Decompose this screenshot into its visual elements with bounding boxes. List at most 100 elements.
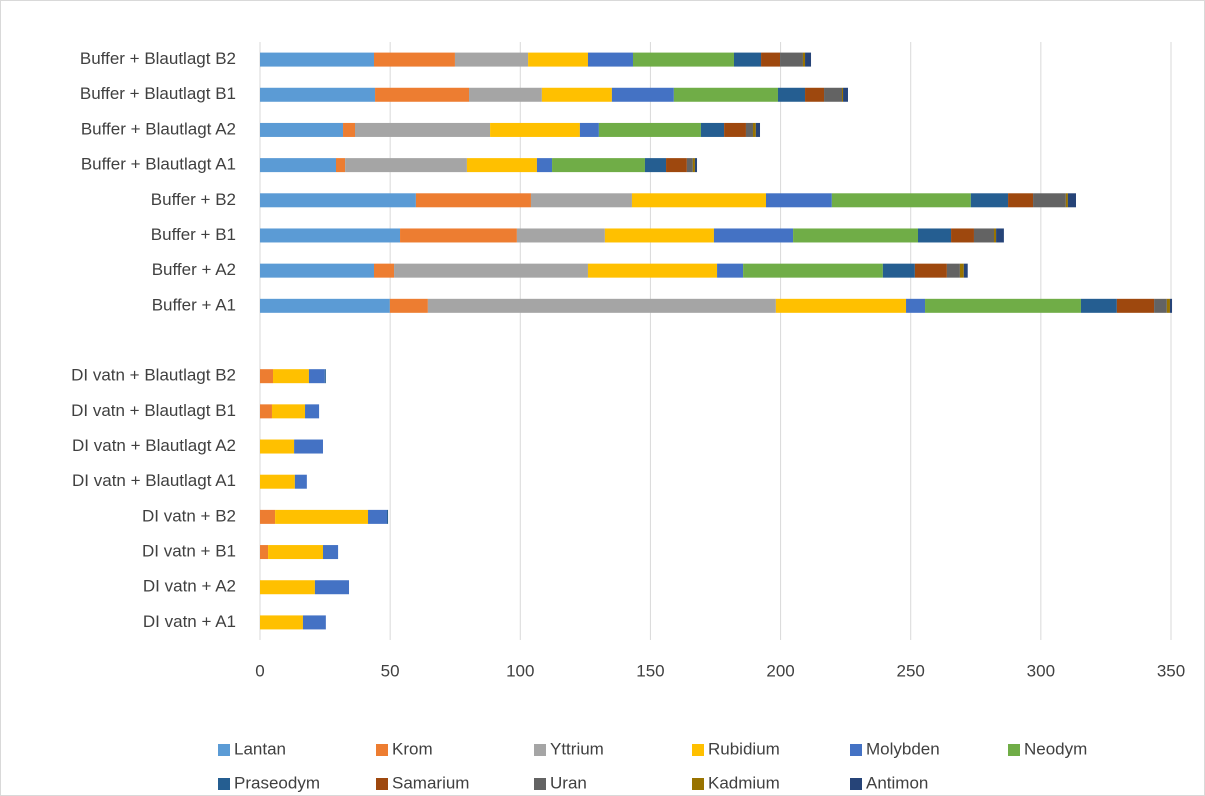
bar-segment (780, 52, 803, 67)
bar-segment (260, 263, 375, 278)
y-tick-label: Buffer + Blautlagt A2 (81, 119, 236, 138)
bar-segment (692, 158, 695, 173)
bar-segment (1169, 298, 1173, 313)
x-tick-label: 350 (1157, 661, 1185, 680)
bar-segment (308, 369, 325, 384)
bar-segment (802, 52, 806, 67)
bar-segment (1080, 298, 1117, 313)
bar-segment (271, 404, 306, 419)
bar-segment (343, 122, 356, 137)
bar-segment (717, 263, 744, 278)
bar-segment (528, 52, 588, 67)
bar-segment (765, 193, 832, 208)
bar-segment (1033, 193, 1066, 208)
bar-segment (1166, 298, 1170, 313)
bar-segment (260, 87, 376, 102)
y-tick-label: Buffer + Blautlagt B1 (80, 84, 236, 103)
bar-segment (375, 87, 470, 102)
legend-label: Molybden (866, 739, 940, 758)
y-tick-label: DI vatn + Blautlagt B2 (71, 366, 236, 385)
legend-swatch (218, 778, 230, 790)
y-tick-label: Buffer + Blautlagt B2 (80, 49, 236, 68)
legend-label: Antimon (866, 773, 928, 792)
bar-segment (1154, 298, 1167, 313)
bar-segment (686, 158, 693, 173)
bar-segment (841, 87, 844, 102)
x-tick-label: 50 (381, 661, 400, 680)
x-tick-label: 0 (255, 661, 264, 680)
bar-segment (755, 122, 761, 137)
bar-segment (260, 615, 303, 630)
bar-segment (831, 193, 971, 208)
legend-swatch (534, 778, 546, 790)
bar-segment (268, 545, 323, 560)
bar-segment (644, 158, 667, 173)
bar-segment (530, 193, 632, 208)
bar-segment (389, 298, 428, 313)
bar-segment (745, 122, 753, 137)
legend-swatch (534, 744, 546, 756)
bar-segment (996, 228, 1004, 243)
bar-segment (536, 158, 553, 173)
x-tick-label: 200 (766, 661, 794, 680)
bar-segment (275, 509, 369, 524)
bar-segment (260, 509, 276, 524)
bar-segment (302, 615, 326, 630)
bar-segment (713, 228, 794, 243)
legend-label: Neodym (1024, 739, 1087, 758)
bar-segment (743, 263, 883, 278)
bar-segment (294, 439, 323, 454)
bar-segment (355, 122, 491, 137)
bar-segment (374, 52, 455, 67)
x-tick-label: 300 (1027, 661, 1055, 680)
y-tick-label: Buffer + B1 (151, 225, 236, 244)
bar-segment (469, 87, 542, 102)
legend-swatch (692, 778, 704, 790)
bar-segment (387, 509, 389, 524)
legend-swatch (376, 778, 388, 790)
bar-segment (777, 87, 806, 102)
bar-segment (294, 474, 307, 489)
bar-segment (260, 122, 344, 137)
bar-segment (260, 52, 375, 67)
y-tick-label: DI vatn + A2 (143, 577, 236, 596)
bar-segment (761, 52, 781, 67)
bar-segment (427, 298, 776, 313)
bar-segment (959, 263, 964, 278)
legend-label: Kadmium (708, 773, 780, 792)
bar-segment (415, 193, 531, 208)
bar-segment (1008, 193, 1034, 208)
bar-segment (775, 298, 907, 313)
legend-label: Samarium (392, 773, 469, 792)
bar-segment (733, 52, 762, 67)
legend-swatch (850, 744, 862, 756)
y-tick-label: Buffer + A1 (152, 295, 236, 314)
bar-segment (336, 158, 346, 173)
bar-segment (963, 263, 968, 278)
bar-segment (805, 52, 812, 67)
bar-segment (260, 404, 272, 419)
bar-segment (368, 509, 388, 524)
bar-segment (587, 263, 718, 278)
bar-segment (260, 369, 274, 384)
legend-label: Yttrium (550, 739, 604, 758)
bar-segment (843, 87, 848, 102)
legend-swatch (218, 744, 230, 756)
y-tick-label: DI vatn + Blautlagt B1 (71, 401, 236, 420)
bar-segment (400, 228, 517, 243)
bar-segment (824, 87, 842, 102)
bar-segment (587, 52, 633, 67)
bar-segment (260, 193, 416, 208)
bar-segment (724, 122, 746, 137)
bar-segment (611, 87, 674, 102)
bar-segment (394, 263, 588, 278)
bar-segment (374, 263, 395, 278)
bar-segment (322, 545, 339, 560)
bar-segment (541, 87, 612, 102)
bar-segment (260, 228, 401, 243)
legend-swatch (1008, 744, 1020, 756)
bar-segment (324, 369, 326, 384)
y-tick-label: DI vatn + Blautlagt A1 (72, 471, 236, 490)
bar-segment (631, 193, 766, 208)
